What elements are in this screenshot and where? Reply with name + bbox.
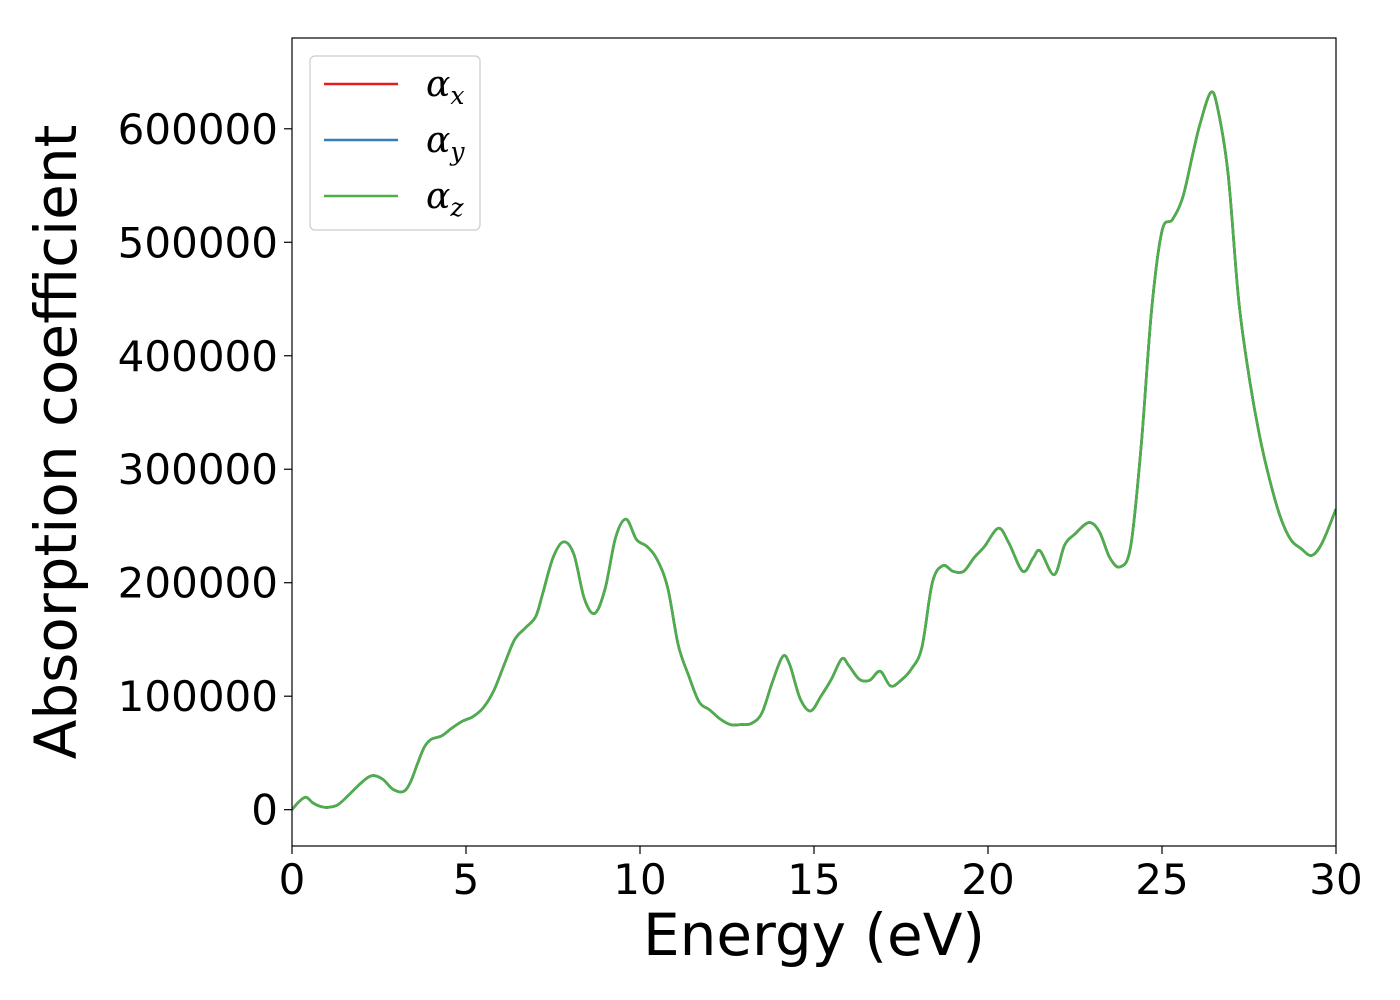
y-tick-label: 200000 [118,559,278,608]
x-axis: 0 5 10 15 20 25 30 [279,846,1363,904]
x-tick-label: 5 [453,855,480,904]
y-axis: 0 100000 200000 300000 400000 500000 600000 [118,105,292,835]
y-tick-label: 600000 [118,105,278,154]
legend-box [309,55,481,231]
x-tick-label: 10 [613,855,666,904]
x-tick-label: 25 [1135,855,1188,904]
legend-label: αx [426,64,464,110]
x-tick-label: 20 [961,855,1014,904]
legend-label: αz [426,176,464,222]
x-tick-label: 0 [279,855,306,904]
x-axis-title: Energy (eV) [643,901,985,969]
legend-label: αy [426,120,465,166]
y-tick-label: 500000 [118,218,278,267]
legend: αx αy αz [309,55,481,231]
x-tick-label: 30 [1309,855,1362,904]
series-layer [292,90,1336,811]
y-tick-label: 0 [251,786,278,835]
y-tick-label: 100000 [118,672,278,721]
x-tick-label: 15 [787,855,840,904]
y-axis-title: Absorption coefficient [22,125,90,760]
y-tick-label: 300000 [118,445,278,494]
y-tick-label: 400000 [118,332,278,381]
series-line-3 [292,90,1336,811]
